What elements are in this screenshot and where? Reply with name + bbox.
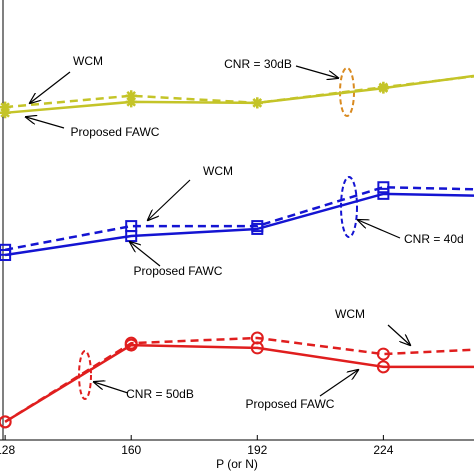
x-tick-label: 128: [0, 443, 15, 457]
annotation-arrow: [130, 242, 161, 267]
marker: [250, 331, 264, 345]
annotation-arrow: [26, 117, 65, 129]
marker: [251, 222, 264, 235]
cnr-ellipse: [340, 176, 358, 238]
marker: [376, 360, 390, 374]
x-tick-label: 192: [247, 443, 267, 457]
annotation-arrow: [295, 65, 338, 78]
annotation: WCM: [335, 307, 365, 321]
marker: [376, 347, 390, 361]
marker: [0, 249, 12, 262]
marker: [377, 187, 390, 200]
marker: [0, 101, 11, 113]
marker: [251, 97, 263, 109]
annotation-arrow: [358, 220, 401, 239]
marker: [377, 82, 389, 94]
marker: [0, 107, 11, 119]
marker: [124, 338, 138, 352]
annotation: Proposed FAWC: [71, 125, 160, 139]
annotation: CNR = 50dB: [126, 387, 194, 401]
series-line: [4, 185, 474, 252]
annotation: WCM: [73, 54, 103, 68]
series-line: [4, 336, 474, 423]
marker: [250, 341, 264, 355]
series-line: [4, 192, 474, 257]
annotation-arrow: [30, 71, 71, 103]
annotation: CNR = 30dB: [224, 57, 292, 71]
annotation: CNR = 40d: [404, 232, 464, 246]
annotation-arrow: [148, 179, 191, 220]
x-tick-label: 224: [373, 443, 393, 457]
cnr-ellipse: [78, 350, 92, 400]
marker: [0, 415, 12, 429]
marker: [377, 181, 390, 194]
x-axis-label: P (or N): [216, 457, 258, 471]
annotation: Proposed FAWC: [246, 397, 335, 411]
series-line: [4, 343, 474, 423]
marker: [125, 96, 137, 108]
x-tick-label: 160: [121, 443, 141, 457]
annotation-arrow: [387, 324, 410, 345]
annotation: Proposed FAWC: [134, 264, 223, 278]
annotation: WCM: [203, 164, 233, 178]
annotation-arrow: [94, 382, 129, 394]
marker: [125, 90, 137, 102]
annotation-arrow: [319, 370, 358, 397]
